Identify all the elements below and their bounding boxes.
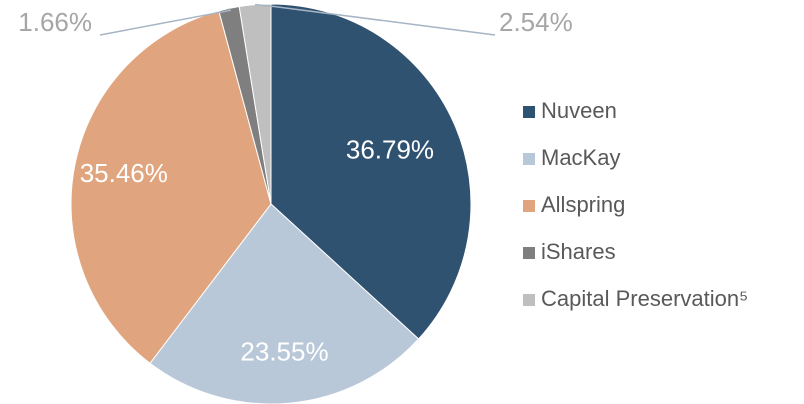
- leader-line: [254, 3, 496, 36]
- data-label: 23.55%: [240, 336, 328, 366]
- data-label: 2.54%: [499, 7, 573, 37]
- legend-swatch: [523, 106, 535, 118]
- legend-label: Nuveen: [541, 98, 617, 123]
- pie-slice: [149, 203, 420, 404]
- legend-label: MacKay: [541, 145, 620, 170]
- pie-slice: [70, 10, 272, 364]
- leader-line: [99, 8, 232, 36]
- data-label: 36.79%: [346, 134, 434, 164]
- legend-label: iShares: [541, 239, 616, 264]
- legend-swatch: [523, 294, 535, 306]
- legend-label: Allspring: [541, 192, 625, 217]
- legend-swatch: [523, 153, 535, 165]
- legend-swatch: [523, 247, 535, 259]
- data-label: 1.66%: [18, 7, 92, 37]
- legend-swatch: [523, 200, 535, 212]
- legend-label: Capital Preservation⁵: [541, 286, 748, 311]
- data-label: 35.46%: [80, 158, 168, 188]
